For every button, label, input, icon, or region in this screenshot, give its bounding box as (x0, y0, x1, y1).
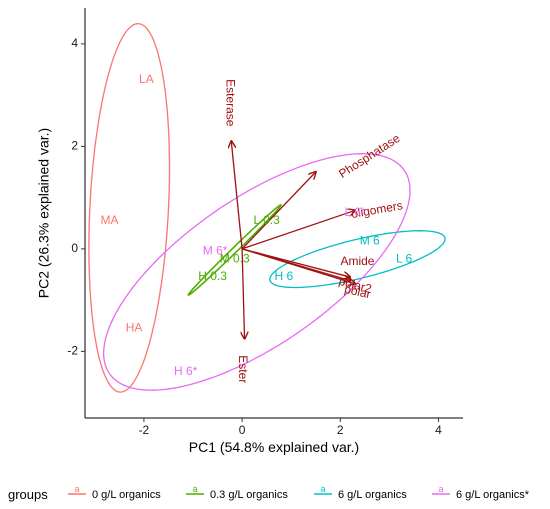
legend-item: a 6 g/L organics* (432, 484, 530, 501)
loading-arrow-esterase (231, 141, 243, 249)
point-label: M 0.3 (220, 251, 250, 265)
point-label: L 0.3 (254, 213, 281, 227)
point-label: M 6 (360, 233, 380, 247)
legend-label: 6 g/L organics* (456, 489, 530, 501)
axes: -2 0 2 4 -2 0 2 4 PC1 (54.8% explained var.) PC2 … (36, 8, 463, 455)
x-tick-label: 2 (337, 423, 344, 437)
legend: groups a 0 g/L organics a 0.3 g/L organics a 6… (8, 484, 530, 502)
x-axis-title: PC1 (54.8% explained var.) (189, 439, 359, 455)
x-tick-label: 4 (435, 423, 442, 437)
x-tick-label: -2 (139, 423, 150, 437)
y-axis-title: PC2 (26.3% explained var.) (36, 128, 52, 298)
point-label: HA (126, 320, 143, 334)
variable-label: polar (343, 282, 372, 301)
loading-arrow-phosphatase (241, 172, 316, 250)
legend-label: 6 g/L organics (338, 489, 407, 501)
loading-arrow-oligomers (241, 210, 355, 250)
legend-item: a 0.3 g/L organics (186, 484, 288, 501)
y-tick-label: 4 (71, 36, 78, 50)
variable-label: Phosphatase (336, 131, 403, 181)
ellipse-group-0 (88, 22, 171, 393)
point-label: L 6* (345, 205, 366, 219)
x-tick-label: 0 (239, 423, 246, 437)
ellipse-group-1 (187, 204, 282, 296)
variable-label: Ester (236, 355, 250, 383)
legend-item: a 6 g/L organics (314, 484, 407, 501)
point-label: H 6* (174, 364, 198, 378)
point-label: H 0.3 (198, 269, 227, 283)
variable-label: Amide (340, 254, 374, 268)
y-tick-label: 0 (71, 241, 78, 255)
legend-key-glyph: a (192, 484, 197, 494)
plot-area: EsterasePhosphataseoligomersAmidepolar2p… (88, 22, 446, 393)
legend-title: groups (8, 487, 48, 502)
legend-key-glyph: a (74, 484, 79, 494)
y-tick-label: 2 (71, 139, 78, 153)
legend-label: 0.3 g/L organics (210, 489, 288, 501)
legend-key-glyph: a (320, 484, 325, 494)
loading-arrow-ester (242, 248, 244, 339)
ellipse-group-3 (102, 153, 411, 391)
loading-arrow-polar (241, 248, 355, 284)
legend-key-glyph: a (438, 484, 443, 494)
legend-label: 0 g/L organics (92, 489, 161, 501)
point-label: LA (139, 72, 154, 86)
point-label: H 6 (274, 269, 293, 283)
y-tick-label: -2 (67, 344, 78, 358)
point-label: L 6 (396, 251, 413, 265)
variable-label: Esterase (224, 79, 238, 127)
legend-item: a 0 g/L organics (68, 484, 161, 501)
point-label: M 6* (203, 244, 228, 258)
point-label: MA (101, 213, 119, 227)
